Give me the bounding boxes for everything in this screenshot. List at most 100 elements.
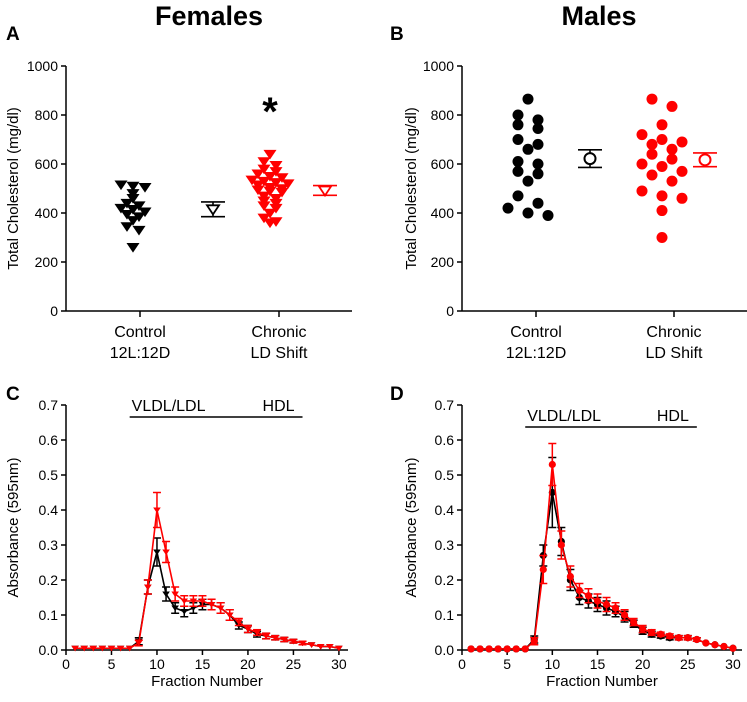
chart-A-point-shift (263, 171, 277, 182)
chart-C-point-control (153, 549, 161, 556)
chart-B-point-shift (646, 138, 658, 150)
chart-C-point-shift (253, 630, 261, 636)
chart-B-ylabel: Total Cholesterol (mg/dl) (403, 107, 420, 270)
title-males: Males (561, 1, 636, 31)
chart-C-point-shift (89, 645, 98, 652)
chart-B-point-control (532, 114, 544, 126)
chart-C-point-shift (71, 645, 79, 652)
chart-D-point-shift (711, 641, 719, 649)
chart-A-point-shift (257, 191, 271, 202)
chart-B-point-control (512, 119, 524, 131)
chart-D-ytick-label: 0.7 (435, 397, 455, 413)
chart-C-point-shift (116, 645, 125, 652)
chart-C-point-shift (171, 591, 179, 598)
chart-B-panel-label: B (390, 24, 404, 45)
chart-A-point-shift (257, 201, 271, 211)
chart-A-point-shift (263, 208, 277, 219)
chart-C-point-shift (225, 612, 234, 619)
chart-D-point-shift (620, 611, 629, 619)
chart-D-xtick-label: 20 (635, 656, 651, 672)
chart-A-point-shift (257, 196, 271, 207)
chart-D-point-shift (476, 645, 484, 653)
chart-B-point-control (522, 207, 534, 219)
chart-C-point-shift (125, 645, 134, 652)
chart-B-point-shift (666, 153, 678, 165)
chart-B-point-control (512, 134, 524, 145)
chart-B-point-control (522, 143, 534, 155)
chart-A-point-control (126, 243, 140, 253)
chart-A-point-control (120, 209, 134, 220)
chart-D-xtick-label: 5 (503, 656, 511, 672)
chart-C-point-shift (262, 633, 270, 640)
chart-C-point-shift (153, 507, 161, 514)
chart-D-xtick-label: 15 (590, 656, 606, 672)
chart-C-ytick-label: 0.3 (39, 537, 59, 553)
chart-C-xtick-label: 25 (286, 656, 302, 672)
chart-D-xtick-label: 30 (725, 656, 741, 672)
chart-D-point-shift (602, 600, 611, 609)
chart-C-point-shift (134, 640, 143, 647)
chart-B-point-shift (636, 158, 648, 170)
chart-C-xtick-label: 15 (195, 656, 211, 672)
chart-A-point-control (132, 225, 146, 236)
chart-A-point-control (114, 203, 128, 214)
chart-A-point-control (114, 180, 128, 191)
chart-A-ytick-label: 0 (50, 303, 58, 319)
chart-B-point-control (532, 168, 544, 180)
chart-A-point-shift (263, 218, 277, 229)
chart-D-point-shift (693, 635, 701, 644)
chart-A-ytick-label: 600 (35, 156, 59, 172)
chart-D-point-shift (539, 565, 547, 574)
chart-C-point-shift (335, 645, 343, 652)
chart-A-point-shift (269, 203, 283, 214)
chart-A-point-control (120, 198, 134, 209)
chart-B-point-control (532, 138, 544, 150)
chart-D-line-control (471, 492, 734, 650)
chart-B-point-shift (676, 192, 688, 204)
chart-A-point-control (126, 194, 140, 204)
chart-B-point-shift (656, 160, 668, 172)
chart-A-point-shift (263, 149, 277, 160)
chart-C-xtick-label: 20 (240, 656, 256, 672)
chart-B-point-control (522, 93, 534, 105)
chart-D-ytick-label: 0.3 (435, 537, 455, 553)
chart-A-point-control (126, 189, 140, 199)
chart-B-category-label: Control (510, 324, 562, 341)
chart-D-xtick-label: 0 (458, 656, 466, 672)
chart-C-panel-label: C (6, 384, 20, 405)
chart-D-ytick-label: 0.1 (435, 607, 455, 623)
chart-C-point-control (180, 609, 189, 615)
chart-B-point-shift (656, 134, 668, 145)
chart-D-point-shift (557, 541, 565, 549)
chart-D-point-shift (630, 618, 638, 626)
chart-B-mean-marker (698, 153, 712, 167)
chart-D-point-shift (648, 628, 656, 637)
chart-B-point-control (532, 158, 544, 170)
chart-D-region-label-hdl: HDL (657, 408, 689, 425)
chart-A-point-control (138, 207, 152, 218)
chart-D-point-shift (702, 639, 710, 647)
chart-B-point-control (542, 209, 554, 221)
chart-C-ytick-label: 0.6 (39, 432, 59, 448)
chart-D-point-shift (485, 645, 493, 653)
chart-D-point-shift (684, 634, 692, 642)
chart-A-panel-label: A (6, 24, 20, 45)
chart-C-point-shift (80, 645, 88, 652)
chart-C-point-shift (180, 598, 189, 605)
chart-B-ytick-label: 0 (446, 303, 454, 319)
chart-C-point-shift (162, 549, 170, 556)
chart-D-ytick-label: 0.2 (435, 572, 455, 588)
chart-A-point-shift (269, 178, 283, 188)
chart-C-point-shift (189, 598, 198, 605)
chart-A-category-label: 12L:12D (110, 345, 171, 362)
chart-C-point-shift (235, 619, 243, 626)
chart-B-point-shift (666, 175, 678, 187)
chart-C-point-shift (98, 645, 107, 652)
chart-A-point-shift (257, 164, 271, 175)
chart-C-region-label-vldl: VLDL/LDL (132, 398, 206, 415)
chart-D-region-label-vldl: VLDL/LDL (527, 408, 601, 425)
chart-C-point-shift (244, 626, 252, 633)
chart-B-point-shift (646, 169, 658, 181)
chart-A-point-control (120, 222, 134, 232)
